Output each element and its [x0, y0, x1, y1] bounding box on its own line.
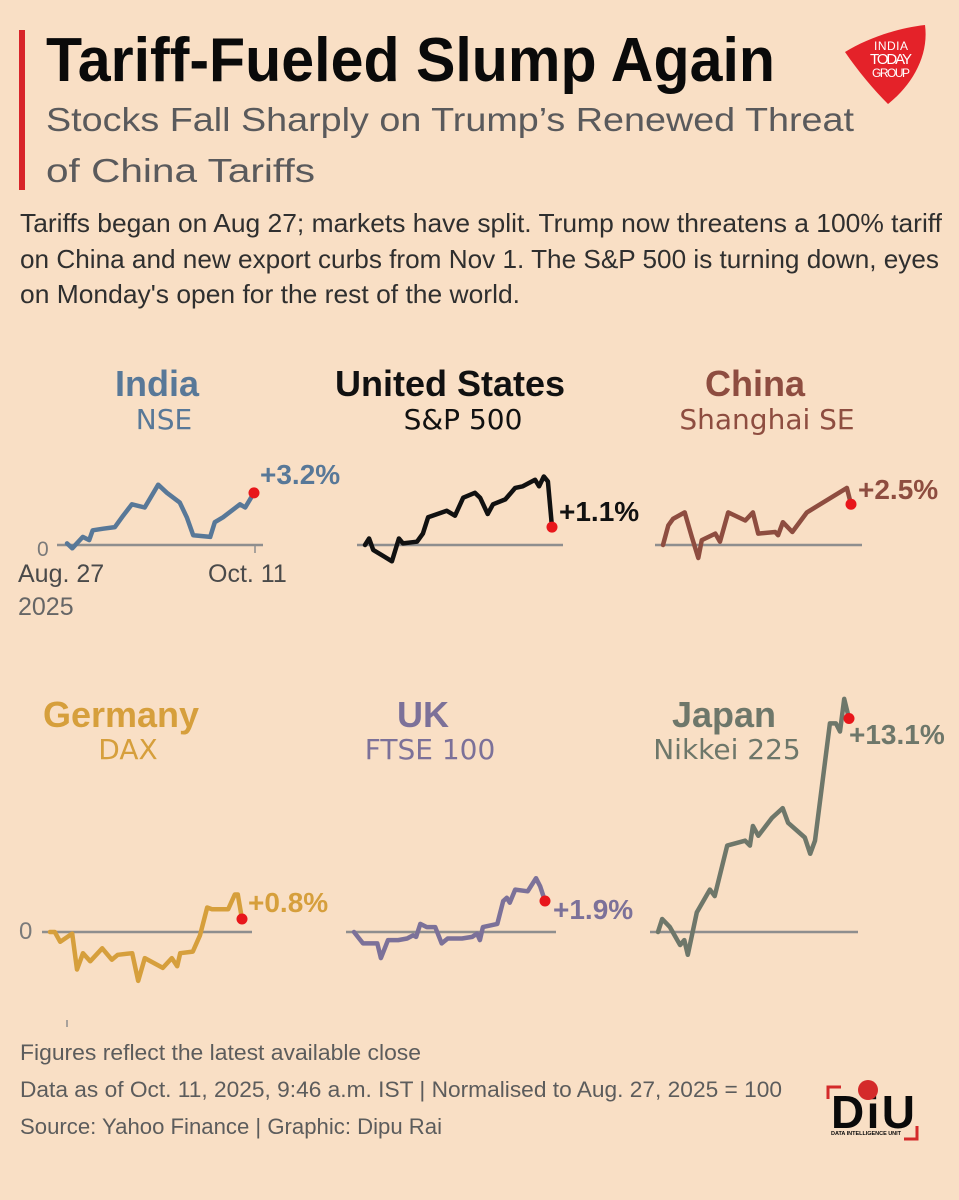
end-marker-india [248, 487, 260, 499]
chart-title-china: China [704, 363, 805, 404]
logo-text-line-3: GROUP [872, 66, 910, 80]
footer-note-text: Figures reflect the latest available clo… [20, 1040, 421, 1065]
fingerprint-dot-icon [858, 1080, 878, 1100]
intro-text: on Monday's open for the rest of the wor… [20, 279, 520, 309]
logo-bracket-top-left [826, 1085, 841, 1099]
page-title: Tariff-Fueled Slump Again [46, 30, 811, 92]
intro-text: on China and new export curbs from Nov 1… [20, 244, 939, 274]
accent-bar [19, 30, 25, 190]
footer-note: Figures reflect the latest available clo… [20, 1042, 421, 1064]
footer-data-as-of: Data as of Oct. 11, 2025, 9:46 a.m. IST … [20, 1079, 782, 1101]
series-line-germany [47, 892, 245, 984]
intro-line-3: on Monday's open for the rest of the wor… [20, 281, 520, 307]
logo-shape [845, 25, 926, 104]
end-label-japan: +13.1% [849, 719, 945, 750]
chart-subtitle-uk: FTSE 100 [364, 733, 496, 766]
end-label-germany: +0.8% [248, 887, 329, 918]
footer-data-text: Data as of Oct. 11, 2025, 9:46 a.m. IST … [20, 1077, 782, 1102]
series-line-united-states [362, 474, 555, 564]
x-tick-label-start: Aug. 27 [18, 560, 105, 588]
end-label-india: +3.2% [260, 459, 341, 490]
zero-tick-label-india: 0 [37, 538, 49, 561]
chart-title-japan: Japan [671, 694, 777, 735]
footer-source-text: Source: Yahoo Finance | Graphic: Dipu Ra… [20, 1114, 442, 1139]
chart-panel-uk [346, 875, 556, 961]
page-title-text: Tariff-Fueled Slump Again [46, 26, 775, 95]
chart-subtitle-japan: Nikkei 225 [653, 733, 801, 766]
chart-subtitle-united-states: S&P 500 [403, 403, 523, 436]
chart-panel-united-states [357, 474, 563, 564]
chart-title-india: India [114, 363, 199, 404]
page-subtitle-line-2: of China Tariffs [46, 154, 315, 187]
end-marker-china [845, 498, 857, 510]
end-marker-uk [539, 895, 551, 907]
series-line-china [660, 485, 854, 561]
chart-panel-china [655, 485, 862, 561]
end-marker-united-states [546, 521, 558, 533]
footer-source: Source: Yahoo Finance | Graphic: Dipu Ra… [20, 1114, 442, 1139]
chart-subtitle-germany: DAX [98, 733, 158, 766]
intro-text: Tariffs began on Aug 27; markets have sp… [20, 208, 942, 238]
data-intelligence-unit-logo: DiU DATA INTELLIGENCE UNIT [826, 1080, 919, 1141]
end-label-china: +2.5% [858, 474, 939, 505]
chart-subtitle-india: NSE [135, 403, 193, 436]
intro-line-2: on China and new export curbs from Nov 1… [20, 246, 939, 272]
logo-tagline: DATA INTELLIGENCE UNIT [831, 1131, 902, 1137]
intro-line-1: Tariffs began on Aug 27; markets have sp… [20, 210, 942, 236]
chart-panel-germany [42, 892, 252, 1027]
series-line-india [64, 482, 257, 551]
logo-text-line-2: TODAY [870, 51, 912, 68]
subtitle-text: of China Tariffs [46, 152, 315, 189]
x-tick-label-year: 2025 [18, 593, 74, 621]
page-subtitle-line-1: Stocks Fall Sharply on Trump’s Renewed T… [46, 103, 854, 136]
x-tick-label-end: Oct. 11 [208, 560, 287, 588]
logo-bracket-bottom-right [904, 1126, 919, 1141]
subtitle-text: Stocks Fall Sharply on Trump’s Renewed T… [46, 101, 854, 138]
chart-panel-india [57, 482, 263, 553]
chart-title-uk: UK [397, 694, 449, 735]
india-today-group-logo: INDIA TODAY GROUP [845, 25, 926, 104]
end-label-uk: +1.9% [553, 894, 634, 925]
series-line-uk [351, 875, 548, 961]
logo-text-line-1: INDIA [874, 39, 908, 53]
end-label-united-states: +1.1% [559, 496, 640, 527]
chart-title-united-states: United States [334, 363, 566, 404]
zero-tick-label-germany: 0 [19, 918, 33, 945]
end-marker-germany [236, 913, 248, 925]
chart-title-germany: Germany [42, 694, 200, 735]
chart-subtitle-china: Shanghai SE [679, 403, 855, 436]
